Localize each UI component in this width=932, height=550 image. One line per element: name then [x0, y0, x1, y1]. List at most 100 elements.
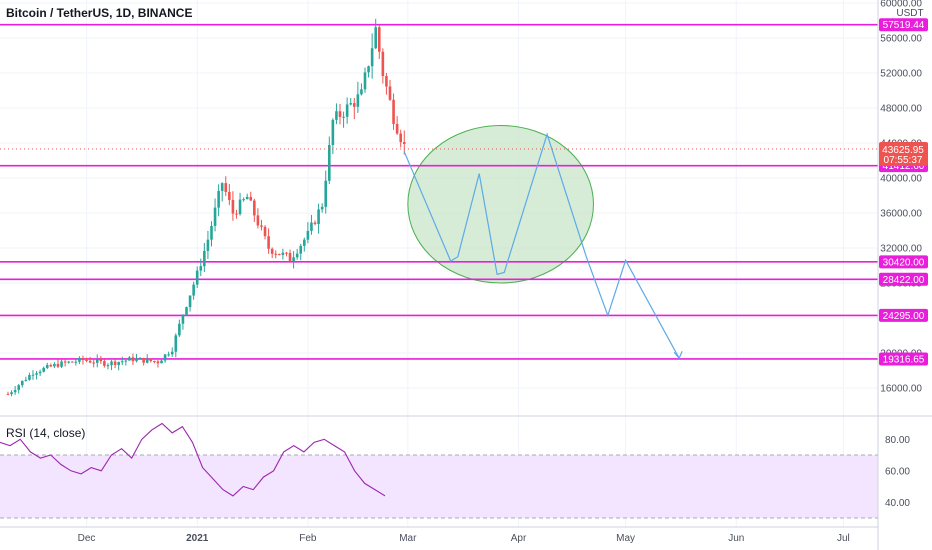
candle-body — [306, 230, 310, 240]
candle-body — [381, 51, 385, 77]
time-tick-label: Dec — [78, 533, 96, 544]
candle-body — [181, 314, 185, 324]
candle-body — [199, 266, 203, 271]
price-tick-label: 36000.00 — [880, 209, 922, 220]
candle-body — [392, 99, 395, 124]
candle-body — [56, 363, 60, 367]
level-badge — [879, 308, 928, 322]
candle-body — [370, 48, 374, 67]
candle-body — [85, 360, 88, 362]
candle-body — [217, 190, 220, 208]
current-price-bg — [879, 142, 928, 166]
rsi-pane[interactable] — [0, 422, 878, 519]
candle-body — [10, 392, 13, 395]
candle-body — [295, 253, 299, 258]
candle-body — [203, 250, 206, 267]
candle-body — [13, 389, 17, 393]
candle-body — [349, 103, 353, 105]
candle-body — [263, 226, 267, 237]
price-tick-label: 40000.00 — [880, 174, 922, 185]
candle-body — [213, 207, 217, 226]
candle-body — [360, 89, 363, 95]
price-axis[interactable]: 16000.0020000.0024000.0028000.0032000.00… — [877, 0, 928, 550]
candle-body — [367, 66, 370, 73]
candle-body — [28, 375, 31, 380]
time-tick-label: 2021 — [186, 533, 209, 544]
projection-path — [403, 132, 683, 360]
time-tick-label: May — [616, 533, 635, 544]
candle-body — [377, 27, 381, 52]
candle-body — [356, 94, 360, 107]
candle-body — [131, 357, 135, 362]
time-axis[interactable]: Dec 2021 Feb Mar Apr May Jun Jul — [0, 526, 878, 544]
candle-body — [242, 199, 245, 201]
candle-body — [78, 357, 81, 362]
candle-body — [238, 199, 242, 215]
price-tick-label: 56000.00 — [880, 34, 922, 45]
candle-body — [156, 361, 160, 364]
candle-body — [135, 358, 138, 362]
candle-body — [288, 252, 292, 262]
candle-body — [188, 295, 192, 308]
candle-body — [95, 359, 99, 363]
candle-body — [70, 361, 74, 363]
candle-body — [38, 371, 42, 374]
candle-body — [317, 209, 320, 225]
candle-body — [320, 206, 324, 210]
level-label: 28422.00 — [883, 275, 925, 286]
candle-body — [310, 222, 313, 231]
projection-line — [403, 132, 680, 359]
candle-body — [106, 365, 110, 367]
candle-body — [278, 253, 281, 255]
candle-body — [256, 215, 260, 226]
candle-body — [99, 359, 103, 362]
candle-body — [92, 362, 95, 364]
level-badge — [879, 272, 928, 286]
grid — [0, 0, 878, 527]
candle-body — [402, 142, 406, 144]
candle-body — [267, 236, 270, 249]
countdown-label: 07:55:37 — [884, 155, 923, 166]
level-badge — [879, 18, 928, 32]
candle-body — [67, 361, 70, 363]
candle-body — [88, 360, 92, 363]
level-label: 19316.65 — [883, 354, 925, 365]
candle-body — [103, 361, 106, 366]
candle-body — [145, 358, 149, 363]
candle-body — [160, 360, 163, 364]
currency-unit-label: USDT — [896, 8, 923, 19]
price-tick-label: 16000.00 — [880, 384, 922, 395]
projection-arrowhead — [673, 351, 683, 360]
candle-body — [49, 365, 53, 367]
candle-body — [335, 111, 338, 120]
candle-body — [231, 199, 235, 214]
rsi-tick-label: 40.00 — [885, 498, 910, 509]
candle-body — [235, 213, 238, 215]
horizontal-levels — [0, 23, 878, 360]
candle-body — [342, 116, 345, 118]
current-price-badge: 43625.95 07:55:37 — [879, 142, 928, 166]
candle-body — [142, 357, 145, 363]
current-price-label: 43625.95 — [882, 145, 924, 156]
candle-body — [170, 351, 174, 355]
candle-body — [167, 354, 170, 356]
level-label: 57519.44 — [883, 20, 925, 31]
candle-body — [60, 361, 63, 367]
time-tick-label: Mar — [399, 533, 417, 544]
candles — [6, 18, 406, 397]
candle-body — [292, 257, 295, 262]
symbol-title: Bitcoin / TetherUS, 1D, BINANCE — [6, 6, 193, 20]
candle-body — [124, 360, 128, 362]
level-label: 41412.60 — [883, 161, 925, 172]
price-pane[interactable] — [0, 18, 878, 397]
candle-body — [352, 103, 356, 107]
candle-body — [385, 76, 388, 87]
candle-body — [338, 111, 342, 117]
candle-body — [128, 357, 131, 361]
candle-body — [185, 307, 188, 315]
candle-body — [206, 239, 210, 251]
candle-body — [113, 361, 117, 366]
time-tick-label: Jun — [728, 533, 744, 544]
candle-body — [6, 394, 10, 396]
